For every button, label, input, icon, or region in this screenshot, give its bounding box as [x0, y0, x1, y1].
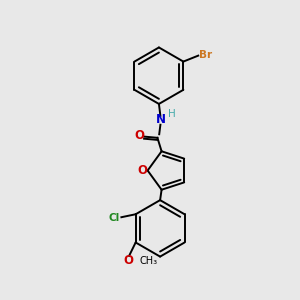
Text: O: O	[134, 129, 144, 142]
Text: Cl: Cl	[109, 213, 120, 223]
Text: Br: Br	[199, 50, 212, 60]
Text: O: O	[138, 164, 148, 177]
Text: N: N	[155, 113, 165, 126]
Text: O: O	[123, 254, 133, 267]
Text: H: H	[168, 109, 176, 119]
Text: CH₃: CH₃	[139, 256, 157, 266]
